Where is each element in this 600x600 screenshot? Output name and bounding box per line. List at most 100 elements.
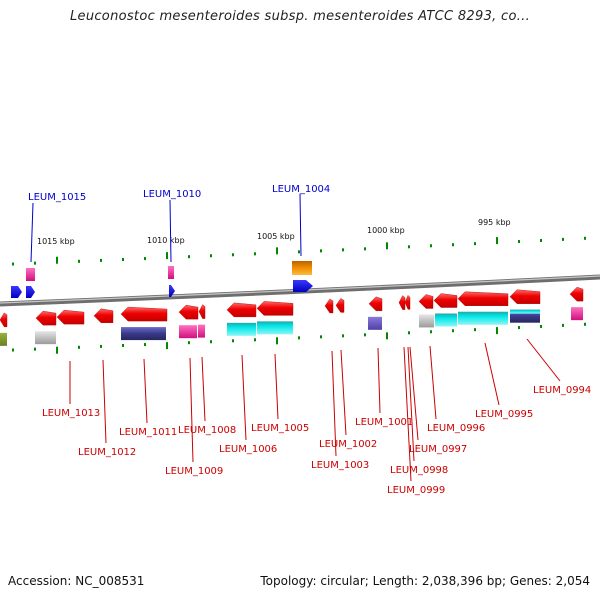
gene-label-leum-0997[interactable]: LEUM_0997: [409, 444, 467, 455]
major-tick-lower: [276, 337, 278, 345]
gene-label-leum-0999[interactable]: LEUM_0999: [387, 485, 445, 496]
cog-box-cyan-b[interactable]: [257, 321, 293, 335]
minor-tick-upper: [320, 249, 322, 253]
gene-label-leum-1010[interactable]: LEUM_1010: [143, 189, 201, 200]
gene-leum-1009-arrow[interactable]: [178, 304, 199, 320]
gene-label-leum-1008[interactable]: LEUM_1008: [178, 425, 236, 436]
leader-line-leum-0997: [409, 346, 419, 441]
gene-label-leum-1012[interactable]: LEUM_1012: [78, 447, 136, 458]
scale-label-1000kbp: 1000 kbp: [367, 226, 405, 235]
gene-leum-0994-arrow[interactable]: [569, 286, 584, 302]
gene-leum-1002-arrow[interactable]: [335, 298, 345, 313]
gene-label-leum-1003[interactable]: LEUM_1003: [311, 460, 369, 471]
cog-box-purple[interactable]: [121, 327, 166, 341]
leader-line-leum-0994: [526, 338, 561, 382]
cog-box-cyan-d[interactable]: [458, 311, 508, 325]
gene-label-leum-1013[interactable]: LEUM_1013: [42, 408, 100, 419]
cog-box-magenta-c[interactable]: [571, 307, 583, 321]
gene-leum-1015-arrow[interactable]: [26, 286, 35, 298]
gene-leum-1013-arrow[interactable]: [35, 310, 57, 326]
gene-label-leum-0995[interactable]: LEUM_0995: [475, 409, 533, 420]
minor-tick-lower: [34, 347, 36, 351]
gene-leum-0998-arrow[interactable]: [404, 294, 411, 310]
minor-tick-lower: [320, 335, 322, 339]
gene-leum-1010-arrow[interactable]: [169, 285, 175, 297]
gene-leum-1014-arrow[interactable]: [0, 312, 8, 328]
gene-leum-1008-arrow[interactable]: [198, 304, 206, 319]
gene-label-leum-1009[interactable]: LEUM_1009: [165, 466, 223, 477]
minor-tick-lower: [540, 324, 542, 328]
minor-tick-lower: [562, 323, 564, 327]
gene-leum-1003-arrow[interactable]: [324, 298, 334, 314]
topology-summary: Topology: circular; Length: 2,038,396 bp…: [260, 574, 590, 588]
minor-tick-upper: [430, 244, 432, 248]
cog-box-magenta[interactable]: [179, 325, 197, 339]
gene-label-leum-0996[interactable]: LEUM_0996: [427, 423, 485, 434]
minor-tick-lower: [474, 328, 476, 332]
gene-leum-1001-arrow[interactable]: [368, 296, 383, 312]
gene-leum-0999-arrow[interactable]: [398, 295, 406, 310]
gene-label-leum-1005[interactable]: LEUM_1005: [251, 423, 309, 434]
gene-label-leum-1011[interactable]: LEUM_1011: [119, 427, 177, 438]
major-tick-lower: [56, 346, 58, 354]
gene-label-leum-1001[interactable]: LEUM_1001: [355, 417, 413, 428]
scale-label-1010kbp: 1010 kbp: [147, 236, 185, 245]
leader-line-leum-1001: [377, 347, 381, 414]
minor-tick-upper: [12, 262, 14, 266]
major-tick-lower: [496, 327, 498, 335]
leader-line-leum-0999: [403, 346, 412, 482]
gene-leum-0995-arrow[interactable]: [457, 291, 509, 306]
minor-tick-lower: [430, 330, 432, 334]
feature-cog-box-1010[interactable]: [168, 266, 174, 279]
gene-leum-1012-arrow[interactable]: [56, 309, 85, 325]
gene-leum-1005-arrow[interactable]: [256, 301, 294, 316]
scale-label-1005kbp: 1005 kbp: [257, 232, 295, 241]
cog-box-cyan[interactable]: [227, 322, 256, 336]
cog-box-gray[interactable]: [35, 331, 56, 345]
gene-label-leum-1002[interactable]: LEUM_1002: [319, 439, 377, 450]
gene-leum-1016-arrow[interactable]: [11, 286, 22, 298]
minor-tick-upper: [122, 257, 124, 261]
minor-tick-lower: [100, 344, 102, 348]
cog-box-cyan-c[interactable]: [435, 313, 457, 327]
gene-label-leum-1006[interactable]: LEUM_1006: [219, 444, 277, 455]
leader-line-leum-1004: [299, 193, 302, 257]
minor-tick-lower: [122, 343, 124, 347]
gene-label-leum-1004[interactable]: LEUM_1004: [272, 184, 330, 195]
gene-label-leum-0998[interactable]: LEUM_0998: [390, 465, 448, 476]
leader-line-leum-1015: [30, 202, 34, 263]
gene-leum-0996-arrow[interactable]: [433, 293, 458, 308]
cog-box-magenta-b[interactable]: [198, 324, 205, 338]
minor-tick-lower: [144, 343, 146, 347]
gene-leum-1006-arrow[interactable]: [226, 302, 257, 318]
minor-tick-upper: [342, 248, 344, 252]
cog-box-gray-b[interactable]: [419, 314, 434, 328]
gene-label-leum-1015[interactable]: LEUM_1015: [28, 192, 86, 203]
feature-cog-box-1004[interactable]: [292, 261, 312, 275]
cog-box-violet[interactable]: [368, 316, 382, 330]
gene-leum-1011b-arrow[interactable]: [120, 306, 168, 322]
minor-tick-lower: [408, 331, 410, 335]
leader-line-leum-1009: [189, 357, 194, 463]
cog-box-cyan-stripe: [510, 309, 540, 314]
minor-tick-upper: [298, 250, 300, 254]
gene-leum-0995b-arrow[interactable]: [509, 289, 541, 304]
minor-tick-upper: [474, 242, 476, 246]
gene-leum-1004-arrow[interactable]: [293, 280, 313, 292]
cog-box-green[interactable]: [0, 332, 7, 346]
feature-cog-box-1015[interactable]: [26, 268, 35, 281]
reverse-strand-cog-boxes: [0, 307, 583, 346]
minor-tick-upper: [210, 254, 212, 258]
leader-line-leum-1010: [169, 199, 172, 263]
gene-leum-1011-arrow[interactable]: [93, 308, 114, 323]
reverse-gene-labels: LEUM_1013 LEUM_1012 LEUM_1011 LEUM_1009 LEUM…: [42, 338, 591, 496]
gene-label-leum-0994[interactable]: LEUM_0994: [533, 385, 591, 396]
minor-tick-lower: [254, 338, 256, 342]
gene-leum-0997-arrow[interactable]: [418, 294, 434, 309]
leader-line-leum-1012: [102, 359, 107, 444]
map-title: Leuconostoc mesenteroides subsp. mesente…: [69, 9, 531, 24]
minor-tick-upper: [34, 261, 36, 265]
minor-tick-upper: [364, 247, 366, 251]
minor-tick-lower: [232, 339, 234, 343]
